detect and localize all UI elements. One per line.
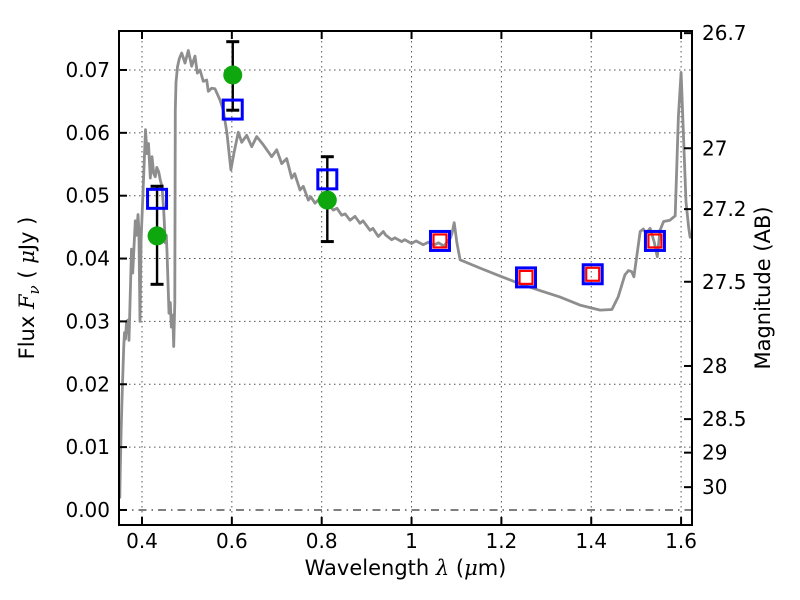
y-left-tick-label: 0.01 <box>65 435 110 459</box>
model-point-square <box>428 229 451 252</box>
x-tick-label: 1.4 <box>575 529 607 553</box>
x-tick-label: 0.6 <box>216 529 248 553</box>
gridlines <box>119 31 692 525</box>
y-right-tick-label: 28.5 <box>702 407 747 431</box>
y-right-tick-label: 27 <box>702 136 727 160</box>
x-tick-label: 1.2 <box>485 529 517 553</box>
y-left-tick-label: 0.03 <box>65 309 110 333</box>
y-left-tick-label: 0.02 <box>65 372 110 396</box>
ir-point-square <box>647 233 663 249</box>
y-left-tick-label: 0.04 <box>65 247 110 271</box>
observed-point <box>147 226 167 246</box>
x-axis-label: Wavelength λ (μm) <box>305 556 507 580</box>
y-left-tick-label: 0.07 <box>65 58 110 82</box>
x-tick-label: 1 <box>405 529 418 553</box>
model-point-square <box>221 98 244 121</box>
model-point-square <box>316 168 339 191</box>
spectrum-line <box>119 49 692 499</box>
y-right-tick-label: 27.2 <box>702 197 747 221</box>
y-right-tick-label: 28 <box>702 354 727 378</box>
data-layer <box>119 40 692 499</box>
model-point-square <box>581 263 604 286</box>
y-right-tick-label: 27.5 <box>702 270 747 294</box>
ir-point-square <box>432 233 448 249</box>
model-point-square <box>146 187 169 210</box>
model-point-square <box>515 266 538 289</box>
y-right-tick-label: 30 <box>702 475 727 499</box>
ir-point-square <box>518 269 534 286</box>
y-left-tick-label: 0.00 <box>65 498 110 522</box>
observed-point <box>317 190 337 210</box>
y-left-tick-label: 0.06 <box>65 121 110 145</box>
x-tick-label: 0.4 <box>126 529 158 553</box>
model-point-square <box>643 229 666 252</box>
ticks: 0.4 0.6 0.8 1 1.2 1.4 1.6 0.00 0.01 0.02 0.03 0.04 0… <box>65 21 746 553</box>
ir-point-square <box>585 266 601 282</box>
y-axis-label-flux: Flux Fν ( μJy ) <box>15 217 43 360</box>
y-right-tick-label: 29 <box>702 441 727 465</box>
x-tick-label: 0.8 <box>306 529 338 553</box>
y-axis-label-magnitude: Magnitude (AB) <box>751 206 775 369</box>
observed-point <box>223 65 243 85</box>
x-tick-label: 1.6 <box>665 529 697 553</box>
y-left-tick-label: 0.05 <box>65 184 110 208</box>
plot-border <box>118 30 693 526</box>
y-right-tick-label: 26.7 <box>702 21 747 45</box>
